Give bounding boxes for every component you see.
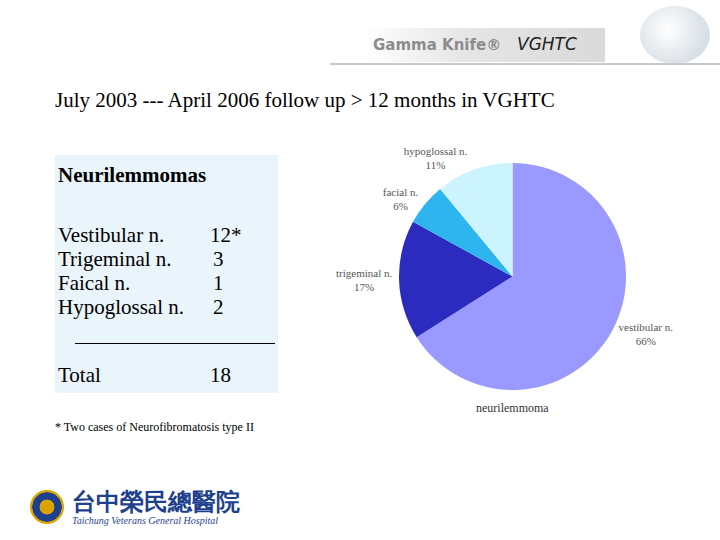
html-text:Trigeminal n.: Trigeminal n. (58, 247, 172, 271)
svg-text:trigeminal n.17%: trigeminal n.17% (336, 267, 392, 293)
html-text:July 2003 --- April 2006 follo: July 2003 --- April 2006 follow up > 12 … (55, 88, 555, 112)
html-text:Faical n.: Faical n. (58, 271, 131, 295)
html-text:3: 3 (213, 247, 224, 271)
html-text:Taichung Veterans General Hosp: Taichung Veterans General Hospital (72, 515, 218, 526)
html-text:Hypoglossal n.: Hypoglossal n. (58, 295, 184, 319)
html-text:2: 2 (213, 295, 224, 319)
html-text:Total: Total (58, 363, 101, 387)
html-text:Vestibular n.: Vestibular n. (58, 223, 165, 247)
html-text:Gamma Knife®: Gamma Knife® (373, 36, 502, 54)
svg-text:facial n.6%: facial n.6% (383, 186, 419, 212)
svg-text:hypoglossal n.11%: hypoglossal n.11% (404, 145, 468, 171)
svg-text:vestibular n.66%: vestibular n.66% (619, 321, 674, 347)
html-text:18: 18 (210, 363, 231, 387)
html-text:台中榮民總醫院: 台中榮民總醫院 (72, 489, 240, 515)
html-text:12*: 12* (210, 223, 242, 247)
svg-text:neurilemmoma: neurilemmoma (476, 401, 549, 415)
html-text:* Two cases of Neurofibromatos: * Two cases of Neurofibromatosis type II (55, 420, 254, 434)
html-text:1: 1 (213, 271, 224, 295)
html-text:Neurilemmomas: Neurilemmomas (58, 163, 207, 187)
html-text:VGHTC: VGHTC (517, 34, 577, 54)
